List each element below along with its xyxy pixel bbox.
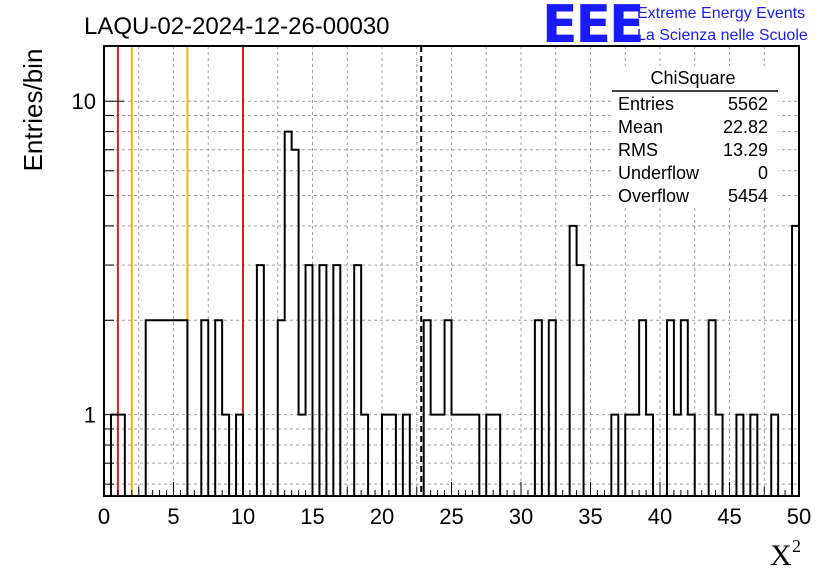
x-tick-label: 40 (648, 504, 672, 529)
x-tick-label: 45 (717, 504, 741, 529)
stats-label-mean: Mean (618, 117, 663, 137)
x-tick-label: 0 (98, 504, 110, 529)
x-tick-label: 10 (231, 504, 255, 529)
stats-value-rms: 13.29 (723, 140, 768, 160)
x-axis-label: X (770, 539, 792, 572)
y-tick-label: 10 (72, 89, 96, 114)
x-tick-label: 5 (167, 504, 179, 529)
x-axis-label-superscript: 2 (792, 536, 801, 556)
eee-logo: EEE Extreme Energy Events La Scienza nel… (542, 0, 808, 55)
stats-value-mean: 22.82 (723, 117, 768, 137)
chart-title: LAQU-02-2024-12-26-00030 (84, 13, 390, 40)
stats-label-entries: Entries (618, 94, 674, 114)
logo-mark: EEE (542, 0, 643, 55)
x-tick-label: 30 (509, 504, 533, 529)
y-axis-label: Entries/bin (18, 49, 48, 172)
stats-label-overflow: Overflow (618, 186, 690, 206)
stats-label-underflow: Underflow (618, 163, 700, 183)
x-tick-label: 50 (787, 504, 811, 529)
stats-value-overflow: 5454 (728, 186, 768, 206)
stats-box-background (612, 66, 778, 206)
stats-value-underflow: 0 (758, 163, 768, 183)
stats-box: ChiSquare Entries 5562 Mean 22.82 RMS 13… (612, 66, 778, 206)
stats-box-title: ChiSquare (650, 68, 735, 88)
y-tick-label: 1 (84, 403, 96, 428)
grid (104, 46, 799, 496)
x-tick-label: 35 (578, 504, 602, 529)
x-tick-label: 25 (439, 504, 463, 529)
x-tick-label: 15 (300, 504, 324, 529)
logo-line2: La Scienza nelle Scuole (637, 27, 808, 44)
x-tick-label: 20 (370, 504, 394, 529)
logo-line1: Extreme Energy Events (637, 5, 805, 22)
stats-label-rms: RMS (618, 140, 658, 160)
axis-ticks: 0 5 10 15 20 25 30 35 40 45 50 1 10 (72, 89, 812, 529)
stats-value-entries: 5562 (728, 94, 768, 114)
